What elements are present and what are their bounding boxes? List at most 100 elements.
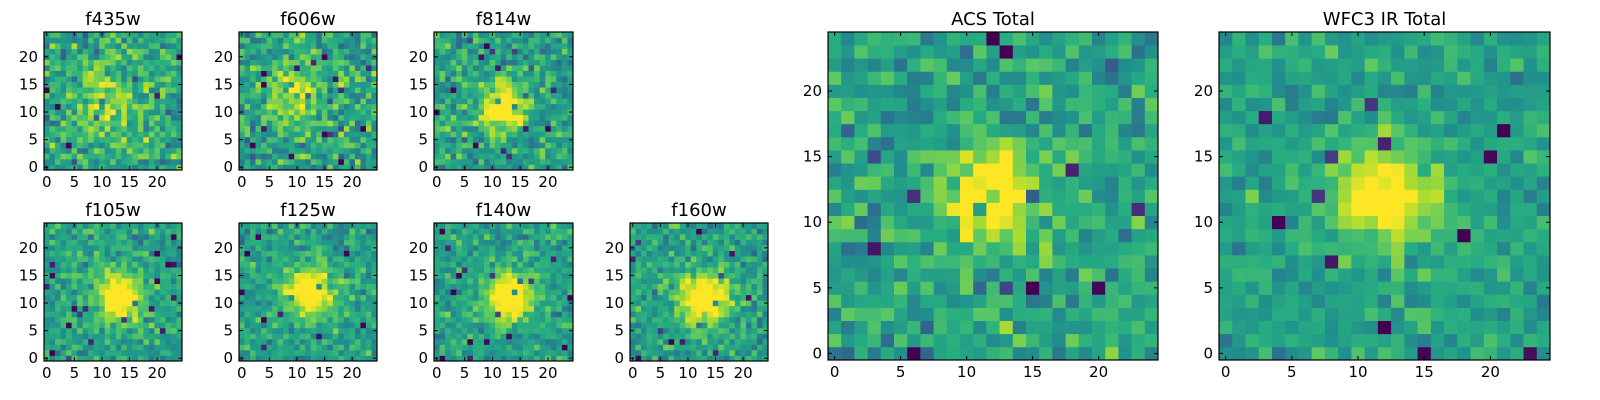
heatmap-cell <box>294 349 301 356</box>
heatmap-cell <box>506 164 513 171</box>
heatmap-cell <box>522 87 529 94</box>
heatmap-cell <box>316 70 323 77</box>
heatmap-cell <box>44 142 50 149</box>
heatmap-cell <box>489 98 496 105</box>
heatmap-cell <box>500 125 507 132</box>
heatmap-cell <box>841 268 855 282</box>
heatmap-cell <box>44 120 50 127</box>
heatmap-cell <box>1078 281 1093 295</box>
heatmap-cell <box>60 261 67 268</box>
heatmap-cell <box>316 92 323 99</box>
heatmap-cell <box>762 228 769 235</box>
heatmap-cell <box>630 349 636 356</box>
heatmap-cell <box>1078 346 1093 361</box>
heatmap-cell <box>696 311 703 318</box>
heatmap-cell <box>338 125 345 132</box>
heatmap-cell <box>500 59 507 66</box>
heatmap-cell <box>93 125 100 132</box>
heatmap-cell <box>484 256 490 262</box>
heatmap-cell <box>461 239 468 246</box>
heatmap-cell <box>71 349 78 356</box>
heatmap-cell <box>999 281 1014 295</box>
heatmap-cell <box>635 228 642 235</box>
heatmap-cell <box>467 59 474 66</box>
heatmap-cell <box>338 305 345 312</box>
heatmap-cell <box>288 70 295 77</box>
heatmap-cell <box>305 81 312 88</box>
heatmap-cell <box>332 327 339 334</box>
heatmap-cell <box>93 228 100 235</box>
heatmap-cell <box>305 54 312 60</box>
heatmap-cell <box>690 261 697 268</box>
heatmap-cell <box>528 344 535 351</box>
heatmap-cell <box>55 120 61 127</box>
heatmap-cell <box>1131 163 1146 177</box>
heatmap-cell <box>266 125 273 132</box>
heatmap-cell <box>1078 176 1093 190</box>
heatmap-cell <box>561 136 568 143</box>
heatmap-cell <box>272 103 278 110</box>
heatmap-cell <box>1039 241 1053 256</box>
heatmap-cell <box>277 142 284 149</box>
heatmap-cell <box>434 65 440 71</box>
heatmap-cell <box>707 333 714 340</box>
heatmap-cell <box>99 267 106 274</box>
heatmap-cell <box>567 131 574 138</box>
heatmap-cell <box>506 239 513 246</box>
heatmap-cell <box>305 283 312 290</box>
heatmap-cell <box>71 327 78 334</box>
heatmap-cell <box>143 125 150 132</box>
heatmap-cell <box>71 81 78 88</box>
heatmap-cell <box>450 316 457 323</box>
heatmap-cell <box>545 327 552 334</box>
heatmap-cell <box>294 98 301 105</box>
heatmap-cell <box>310 234 317 240</box>
heatmap-cell <box>305 239 312 246</box>
heatmap-cell <box>165 125 172 132</box>
heatmap-cell <box>550 239 557 246</box>
heatmap-cell <box>472 355 479 362</box>
heatmap-cell <box>154 349 161 356</box>
heatmap-cell <box>646 300 653 307</box>
heatmap-cell <box>1052 320 1066 335</box>
heatmap-cell <box>338 300 345 307</box>
heatmap-cell <box>854 307 868 321</box>
heatmap-cell <box>165 305 172 312</box>
heatmap-cell <box>343 245 350 251</box>
heatmap-cell <box>266 158 273 165</box>
heatmap-cell <box>841 241 855 256</box>
heatmap-cell <box>99 76 106 83</box>
heatmap-cell <box>277 147 284 154</box>
heatmap-cell <box>1078 163 1093 177</box>
heatmap-cell <box>327 147 334 154</box>
heatmap-cell <box>354 98 361 105</box>
heatmap-cell <box>707 355 714 362</box>
heatmap-cell <box>517 131 524 138</box>
heatmap-cell <box>121 250 128 257</box>
heatmap-cell <box>115 125 122 132</box>
heatmap-cell <box>55 355 61 362</box>
heatmap-cell <box>556 289 563 296</box>
heatmap-cell <box>740 283 747 290</box>
heatmap-cell <box>986 176 1000 190</box>
heatmap-cell <box>288 92 295 99</box>
heatmap-cell <box>517 289 524 296</box>
heatmap-cell <box>685 239 692 246</box>
heatmap-cell <box>60 76 67 83</box>
heatmap-cell <box>176 92 183 99</box>
heatmap-cell <box>685 333 692 340</box>
heatmap-cell <box>663 311 669 318</box>
heatmap-cell <box>283 32 290 38</box>
heatmap-cell <box>696 250 703 257</box>
heatmap-cell <box>522 261 529 268</box>
heatmap-cell <box>657 300 664 307</box>
heatmap-cell <box>450 322 457 329</box>
heatmap-cell <box>154 131 161 138</box>
heatmap-cell <box>316 228 323 235</box>
heatmap-cell <box>685 344 692 351</box>
heatmap-cell <box>321 59 328 66</box>
heatmap-cell <box>450 70 457 77</box>
heatmap-cell <box>567 338 574 345</box>
heatmap-cell <box>467 54 474 60</box>
